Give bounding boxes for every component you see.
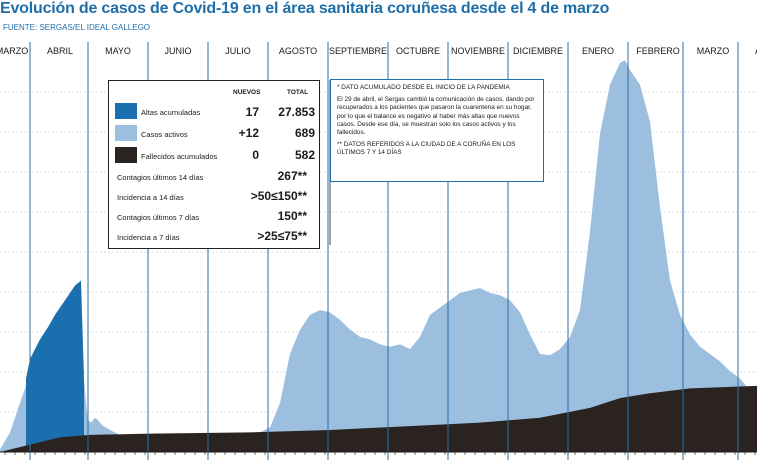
legend-label-activos: Casos activos [141, 130, 188, 139]
legend-swatch-altas [115, 103, 137, 119]
month-label: JULIO [225, 46, 251, 56]
footnote-box: * DATO ACUMULADO DESDE EL INICIO DE LA P… [330, 79, 544, 182]
month-label: MARZO [697, 46, 730, 56]
stat-label-contagios-14: Contagios últimos 14 días [117, 173, 204, 182]
legend-swatch-activos [115, 125, 137, 141]
stat-label-incidencia-14: Incidencia a 14 días [117, 193, 184, 202]
month-label: AGOSTO [279, 46, 317, 56]
chart-source: FUENTE: SERGAS/EL IDEAL GALLEGO [3, 23, 151, 32]
legend-header-total: TOTAL [287, 89, 309, 96]
month-label: MAYO [105, 46, 131, 56]
stat-label-contagios-7: Contagios últimos 7 días [117, 213, 200, 222]
month-label: ABRIL [755, 46, 757, 56]
legend-panel: NUEVOS TOTAL Altas acumuladas 17 27.853 … [108, 80, 320, 249]
stat-value-incidencia-7: >25≤75** [257, 229, 307, 243]
month-label: SEPTIEMBRE [329, 46, 387, 56]
month-label: FEBRERO [636, 46, 680, 56]
footnote-double-asterisk: ** DATOS REFERIDOS A LA CIUDAD DE A CORU… [337, 141, 516, 157]
month-label: NOVIEMBRE [451, 46, 505, 56]
area-altas-acumuladas [26, 280, 84, 452]
legend-total-fallecidos: 582 [294, 148, 315, 162]
stat-value-incidencia-14: >50≤150** [250, 189, 307, 203]
month-label: ENERO [582, 46, 614, 56]
stat-value-contagios-7: 150** [277, 209, 307, 223]
month-label: OCTUBRE [396, 46, 440, 56]
month-label: MARZO [0, 46, 28, 56]
stat-label-incidencia-7: Incidencia a 7 días [117, 233, 180, 242]
legend-nuevos-activos: +12 [238, 126, 259, 140]
stat-value-contagios-14: 267** [277, 169, 307, 183]
legend-total-altas: 27.853 [278, 105, 315, 119]
legend-total-activos: 689 [294, 126, 315, 140]
legend-label-fallecidos: Fallecidos acumulados [141, 152, 218, 161]
month-label: DICIEMBRE [513, 46, 563, 56]
legend-nuevos-fallecidos: 0 [252, 148, 259, 162]
legend-swatch-fallecidos [115, 147, 137, 163]
legend-header-nuevos: NUEVOS [233, 89, 261, 96]
footnote-asterisk: * DATO ACUMULADO DESDE EL INICIO DE LA P… [337, 84, 510, 91]
footnote-explanation: El 29 de abril, el Sergas cambió la comu… [337, 96, 535, 137]
legend-nuevos-altas: 17 [245, 105, 259, 119]
month-label: ABRIL [47, 46, 73, 56]
month-label: JUNIO [165, 46, 192, 56]
legend-label-altas: Altas acumuladas [141, 108, 201, 117]
chart-title: Evolución de casos de Covid-19 en el áre… [0, 0, 610, 17]
